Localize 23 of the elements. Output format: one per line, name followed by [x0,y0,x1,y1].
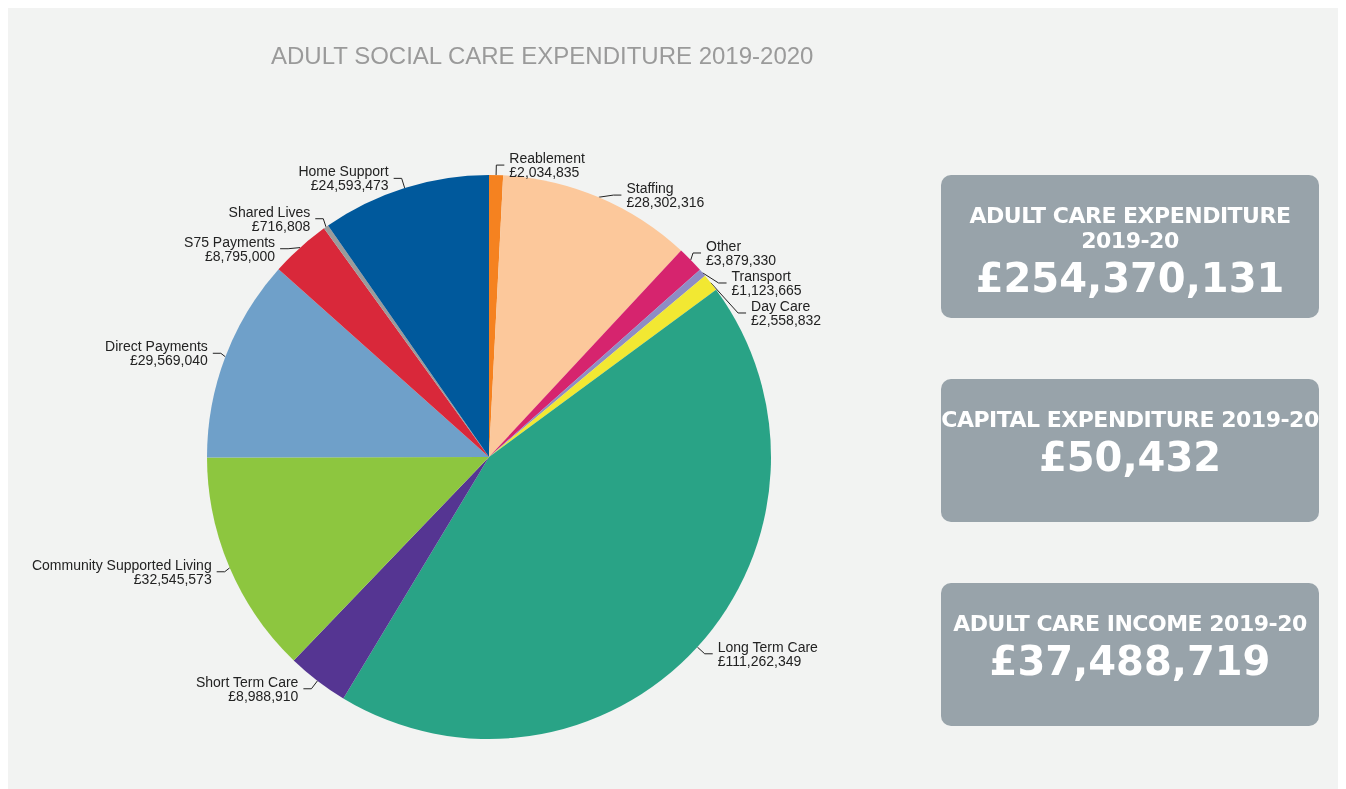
data-label: £716,808 [251,217,311,234]
slice-label: Day Care [751,297,811,314]
data-label: £2,034,835 [509,164,580,181]
slice-label: S75 Payments [184,233,276,250]
slice-label: Home Support [298,163,389,180]
text: CAPITAL EXPENDITURE 2019-20 [941,407,1319,432]
data-label: £8,988,910 [228,687,299,704]
text: £254,370,131 [974,255,1286,301]
slice-label: Staffing [626,180,674,197]
slice-label: Reablement [509,150,585,167]
chart-title: ADULT SOCIAL CARE EXPENDITURE 2019-2020 [271,41,814,69]
slice-label: Short Term Care [195,673,299,690]
data-label: £3,879,330 [706,251,777,268]
text: £50,432 [1037,434,1223,480]
text: ADULT CARE INCOME 2019-20 [952,611,1308,636]
slice-label: Shared Lives [228,203,311,220]
text: £37,488,719 [988,638,1272,684]
slice-label: Community Supported Living [31,556,212,573]
slice-label: Long Term Care [717,638,819,655]
text: ADULT CARE EXPENDITURE 2019-20 [968,203,1292,253]
slice-label: Other [706,237,742,254]
slice-label: Direct Payments [105,338,208,355]
slice-label: Transport [731,267,792,284]
